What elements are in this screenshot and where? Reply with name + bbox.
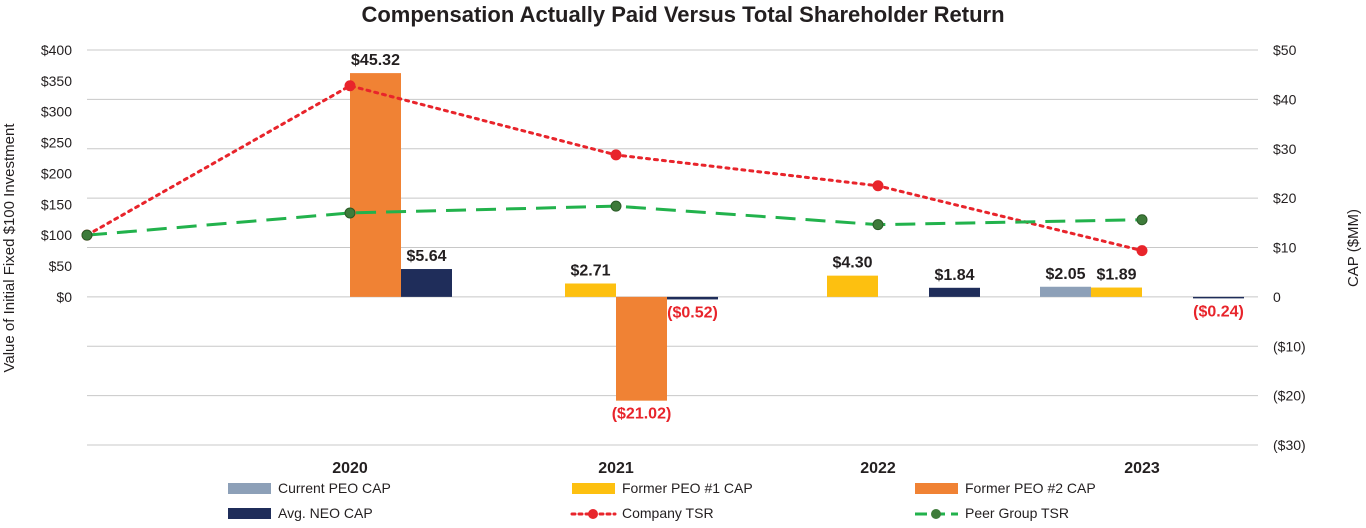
legend-swatch-avg-neo-cap xyxy=(228,508,271,519)
right-tick-label: $20 xyxy=(1273,190,1297,206)
right-tick-label: $40 xyxy=(1273,91,1297,107)
data-label-former-peo-1-cap-2022: $4.30 xyxy=(832,255,872,272)
bar-former-peo-1-cap-2021 xyxy=(565,283,616,297)
point-peer-group-tsr-start xyxy=(81,229,93,241)
legend-label-former-peo-1-cap: Former PEO #1 CAP xyxy=(622,480,753,496)
point-peer-group-tsr-2022 xyxy=(872,219,884,231)
category-labels: 2020 2021 2022 2023 xyxy=(332,460,1160,477)
line-peer-group-tsr xyxy=(86,204,1143,237)
point-company-tsr-2023 xyxy=(1136,245,1148,257)
bar-avg-neo-cap-2020 xyxy=(401,269,452,297)
bar-former-peo-1-cap-2022 xyxy=(827,275,878,297)
left-tick-label: $250 xyxy=(41,135,72,151)
bar-former-peo-2-cap-2021 xyxy=(616,296,667,401)
bar-current-peo-cap-2023 xyxy=(1040,286,1091,297)
point-peer-group-tsr-2020 xyxy=(344,207,356,219)
point-company-tsr-2020 xyxy=(344,80,356,92)
category-label-2023: 2023 xyxy=(1124,460,1160,477)
data-label-current-peo-cap-2023: $2.05 xyxy=(1045,266,1085,283)
left-axis-label: Value of Initial Fixed $100 Investment xyxy=(1,123,18,373)
legend-label-peer-group-tsr: Peer Group TSR xyxy=(965,505,1069,521)
gridlines xyxy=(87,49,1258,446)
data-label-former-peo-2-cap-2020: $45.32 xyxy=(351,52,400,69)
legend-swatch-former-peo-2-cap xyxy=(915,483,958,494)
left-tick-label: $150 xyxy=(41,196,72,212)
legend-marker-company-tsr xyxy=(588,509,598,519)
left-tick-label: $300 xyxy=(41,104,72,120)
line-company-tsr xyxy=(85,84,1144,253)
right-axis-ticks: ($30) ($20) ($10) 0 $10 $20 $30 $40 $50 xyxy=(1273,42,1306,453)
point-company-tsr-2021 xyxy=(610,149,622,161)
legend-label-avg-neo-cap: Avg. NEO CAP xyxy=(278,505,373,521)
legend-swatch-former-peo-1-cap xyxy=(572,483,615,494)
data-label-former-peo-1-cap-2023: $1.89 xyxy=(1096,267,1136,284)
legend: Current PEO CAP Former PEO #1 CAP Former P… xyxy=(228,480,1096,521)
bar-data-labels: $2.05 $2.71 $4.30 $1.89 $45.32 ($21.02) $5.64 (… xyxy=(351,52,1244,423)
right-axis-label: CAP ($MM) xyxy=(1345,209,1362,287)
bar-former-peo-2-cap-2020 xyxy=(350,73,401,297)
left-tick-label: $350 xyxy=(41,73,72,89)
bar-avg-neo-cap-2022 xyxy=(929,287,980,297)
right-tick-label: ($30) xyxy=(1273,437,1306,453)
bar-avg-neo-cap-2021 xyxy=(667,296,718,300)
category-label-2022: 2022 xyxy=(860,460,896,477)
left-axis-ticks: $0 $50 $100 $150 $200 $250 $300 $350 $400 xyxy=(41,42,72,305)
right-tick-label: $10 xyxy=(1273,240,1297,256)
data-label-former-peo-1-cap-2021: $2.71 xyxy=(570,262,610,279)
bar-avg-neo-cap-2023 xyxy=(1193,296,1244,299)
left-tick-label: $50 xyxy=(49,258,73,274)
legend-label-former-peo-2-cap: Former PEO #2 CAP xyxy=(965,480,1096,496)
point-company-tsr-2022 xyxy=(872,180,884,192)
tsr-lines xyxy=(81,80,1148,257)
point-peer-group-tsr-2023 xyxy=(1136,214,1148,226)
data-label-avg-neo-cap-2020: $5.64 xyxy=(406,248,446,265)
data-label-former-peo-2-cap-2021: ($21.02) xyxy=(612,406,672,423)
data-label-avg-neo-cap-2023: ($0.24) xyxy=(1193,303,1244,320)
legend-swatch-current-peo-cap xyxy=(228,483,271,494)
right-tick-label: $50 xyxy=(1273,42,1297,58)
legend-label-company-tsr: Company TSR xyxy=(622,505,714,521)
data-label-avg-neo-cap-2022: $1.84 xyxy=(934,267,974,284)
left-tick-label: $400 xyxy=(41,42,72,58)
bars xyxy=(350,73,1244,401)
right-tick-label: 0 xyxy=(1273,289,1281,305)
chart-title: Compensation Actually Paid Versus Total … xyxy=(361,2,1004,27)
bar-former-peo-1-cap-2023 xyxy=(1091,287,1142,297)
point-peer-group-tsr-2021 xyxy=(610,200,622,212)
legend-label-current-peo-cap: Current PEO CAP xyxy=(278,480,391,496)
right-tick-label: $30 xyxy=(1273,141,1297,157)
right-tick-label: ($20) xyxy=(1273,388,1306,404)
left-tick-label: $0 xyxy=(56,289,72,305)
left-tick-label: $100 xyxy=(41,227,72,243)
data-label-avg-neo-cap-2021: ($0.52) xyxy=(667,304,718,321)
right-tick-label: ($10) xyxy=(1273,338,1306,354)
category-label-2020: 2020 xyxy=(332,460,368,477)
legend-marker-peer-group-tsr xyxy=(931,509,941,519)
left-tick-label: $200 xyxy=(41,165,72,181)
category-label-2021: 2021 xyxy=(598,460,634,477)
